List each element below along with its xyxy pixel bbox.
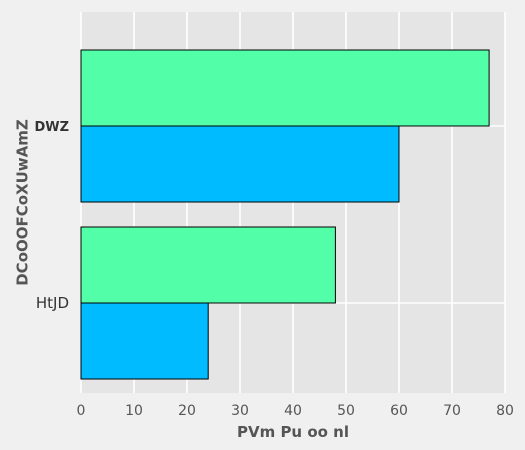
bar-htjd-series-1 [80, 226, 336, 304]
x-tick-label: 30 [231, 403, 249, 419]
x-tick-label: 20 [178, 403, 196, 419]
x-tick-label: 80 [496, 403, 514, 419]
x-axis-title: PVm Pu oo nl [237, 423, 349, 441]
x-tick-label: 0 [77, 403, 86, 419]
bar-htjd-series-2 [80, 302, 209, 380]
x-axis-ticks: 0 10 20 30 40 50 60 70 80 [77, 403, 514, 419]
bar-dwz-series-1 [80, 49, 490, 127]
x-tick-label: 10 [125, 403, 143, 419]
x-tick-label: 40 [284, 403, 302, 419]
x-tick-label: 70 [443, 403, 461, 419]
x-tick-label: 50 [337, 403, 355, 419]
y-axis-title: DCoOOFCoXUwAmZ [14, 119, 32, 286]
x-tick-label: 60 [390, 403, 408, 419]
y-category-label: HtJD [36, 294, 69, 312]
bars [80, 49, 490, 380]
y-axis-categories: DWZ HtJD [34, 120, 69, 312]
bar-dwz-series-2 [80, 125, 400, 203]
y-category-label: DWZ [34, 120, 69, 135]
